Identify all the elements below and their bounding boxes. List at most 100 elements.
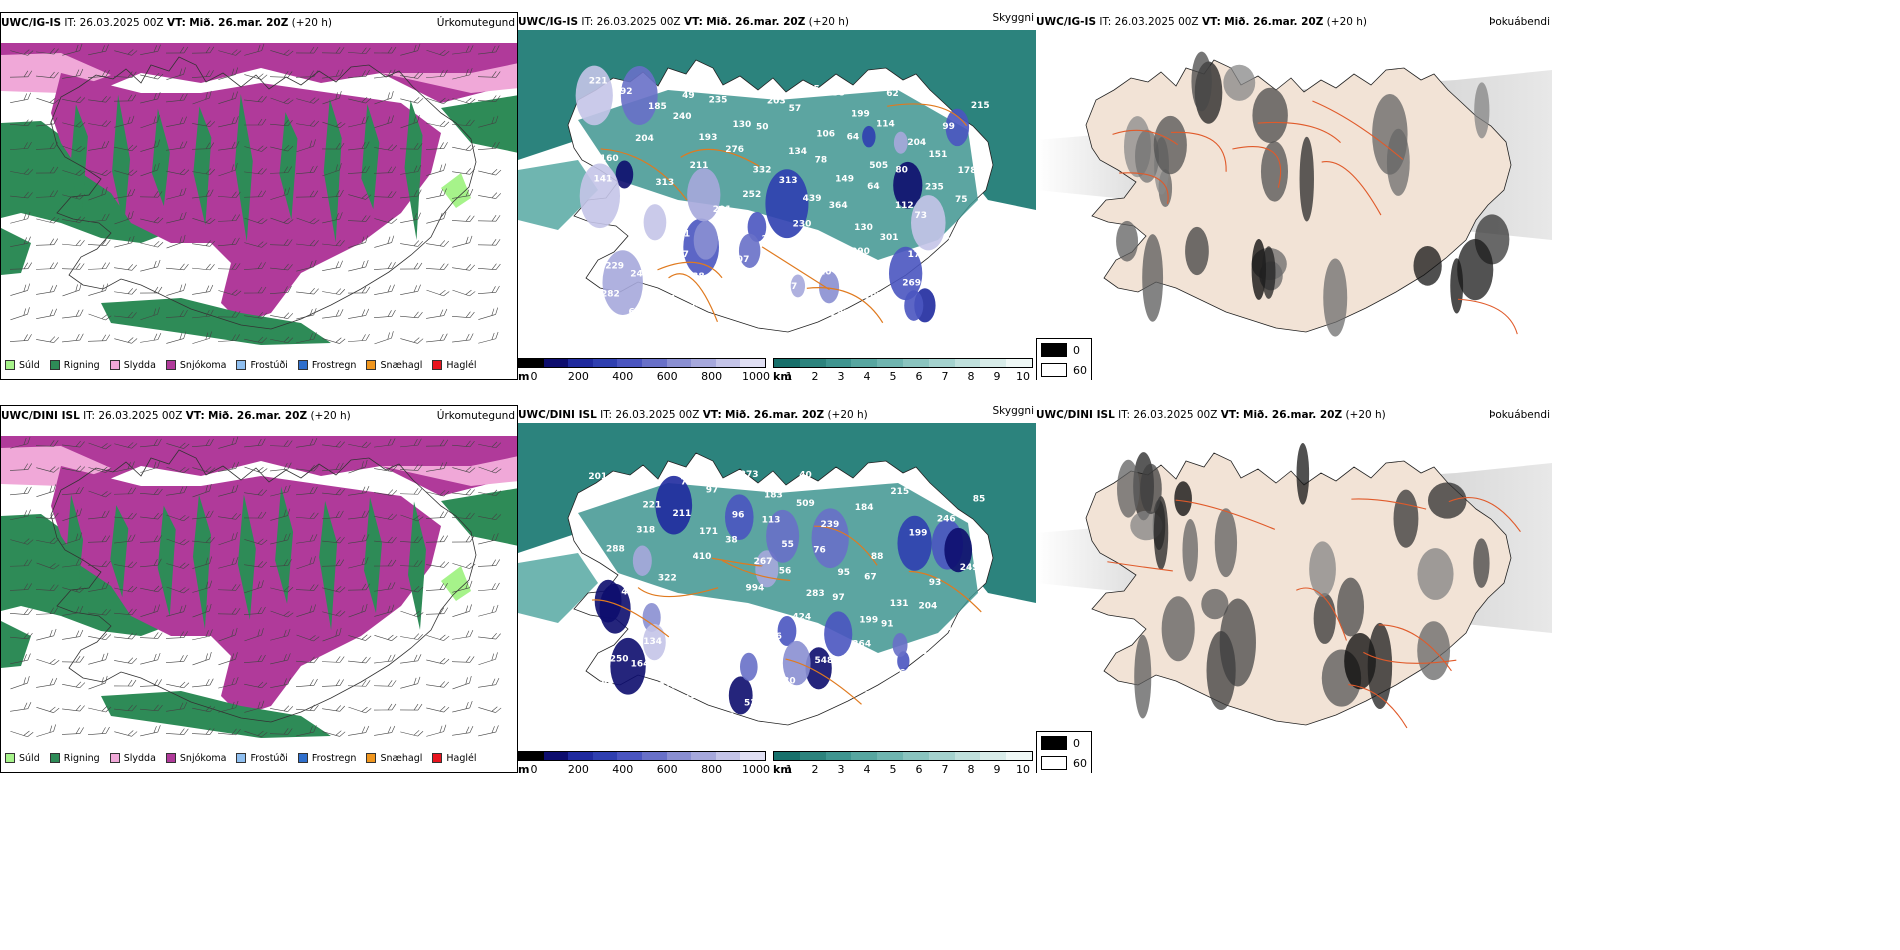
wind-barb [243, 118, 267, 126]
wind-barb [348, 486, 370, 496]
legend-item: Frostúði [236, 753, 288, 764]
cloud-base-value-label: 97 [706, 486, 719, 496]
wind-barb [192, 438, 214, 447]
wind-barb [478, 263, 501, 270]
cloud-base-patch [765, 169, 809, 239]
cloud-base-patch [893, 161, 923, 209]
wind-barb [9, 70, 33, 78]
road-line [1321, 161, 1382, 216]
wind-barb [452, 68, 473, 80]
colorbar-segment [928, 752, 955, 760]
rain-streak [404, 100, 423, 241]
wind-barb [348, 308, 370, 319]
cloud-base-patch [738, 233, 761, 268]
wind-barb [270, 119, 293, 127]
wind-barb [269, 728, 293, 735]
cloud-base-colorbar: m 0 200 400 600 800 1000 [518, 356, 770, 380]
cloud-base-value-label: 364 [829, 201, 848, 211]
rain-streak [234, 94, 253, 242]
wind-barb [35, 166, 59, 174]
wind-barb [192, 603, 212, 618]
wind-barb [322, 610, 346, 617]
panel-type-title: Úrkomutegund [436, 17, 515, 29]
wind-barb [269, 166, 292, 174]
wind-barb [348, 556, 369, 569]
colorbar-segment [691, 359, 716, 367]
wind-barb [295, 190, 319, 198]
model-name: UWC/IG-IS [518, 16, 579, 28]
wind-barb [451, 656, 475, 663]
wind-barb [478, 141, 500, 150]
wind-barb [296, 512, 319, 519]
wind-barb [88, 581, 110, 592]
wind-barb [62, 440, 85, 448]
wind-barb [348, 706, 372, 714]
cloud-base-value-label: 203 [767, 97, 786, 107]
wind-barb [62, 96, 86, 103]
colorbar-segment [568, 359, 593, 367]
colorbar-tick-label: 200 [567, 763, 589, 773]
wind-barb [322, 488, 345, 496]
wind-barb [322, 627, 342, 642]
colorbar-segment [877, 359, 903, 367]
wind-barb [166, 309, 188, 318]
model-name: UWC/DINI ISL [518, 409, 597, 421]
wind-barb [218, 556, 239, 569]
wind-barb [296, 332, 317, 344]
wind-barb [425, 607, 449, 615]
panel-title: UWC/IG-IS IT: 26.03.2025 00Z VT: Mið. 26… [1036, 12, 1552, 32]
wind-barb [139, 632, 163, 639]
visibility-field [518, 423, 1036, 603]
wind-barb [140, 704, 163, 712]
wind-barb [139, 535, 162, 543]
cloud-base-value-label: 130 [732, 120, 751, 130]
wind-barb [140, 139, 161, 152]
wind-barb [244, 654, 266, 663]
wind-barb [114, 657, 138, 664]
cloud-base-value-label: 215 [971, 101, 990, 111]
wind-barb [374, 309, 396, 318]
wind-barb [244, 43, 265, 56]
rain-streak [364, 497, 383, 614]
cloud-base-patch [893, 131, 908, 154]
wind-barb [478, 441, 502, 449]
wind-barb [400, 115, 420, 129]
wind-barb [399, 536, 423, 543]
cloud-base-value-label: 80 [711, 604, 724, 614]
wind-barb [191, 728, 215, 735]
colorbar-tick-label: 5 [889, 370, 897, 380]
wind-barb [244, 241, 268, 248]
iceland-coastline [50, 449, 477, 723]
wind-barb [452, 97, 476, 104]
wind-barb [166, 331, 187, 344]
wind-barb [88, 44, 109, 56]
fog-patch [1201, 588, 1229, 620]
wind-barb [140, 652, 161, 665]
fog-patch [1313, 593, 1336, 644]
colorbar-segment [666, 359, 692, 367]
wind-barb [270, 187, 290, 200]
road-line [1312, 100, 1404, 160]
wind-barb [88, 69, 110, 78]
cloud-base-patch [897, 515, 932, 571]
road-line [887, 103, 968, 127]
road-line [1257, 121, 1341, 144]
cloud-base-value-label: 276 [725, 145, 744, 155]
colorbar-tick-label: 2 [811, 370, 819, 380]
fog-legend-label: 0 [1073, 343, 1080, 357]
wind-barb [218, 700, 239, 713]
colorbar-tick-label: 9 [993, 763, 1001, 773]
cloud-base-visibility-map-ig-is: UWC/IG-IS IT: 26.03.2025 00Z VT: Mið. 26… [518, 12, 1036, 380]
colorbar-tick-label: 800 [701, 763, 723, 773]
cloud-base-value-label: 84 [624, 198, 637, 208]
wind-barb [88, 313, 112, 321]
wind-barb [192, 629, 213, 641]
cloud-base-value-label: 117 [670, 250, 689, 260]
wind-barb [166, 234, 186, 249]
fog-patch [1135, 129, 1160, 183]
cloud-base-value-label: 273 [740, 470, 759, 480]
colorbar-segment [825, 752, 852, 760]
cloud-base-value-label: 211 [690, 161, 709, 171]
wind-barb [88, 442, 112, 450]
wind-barb [217, 584, 241, 591]
